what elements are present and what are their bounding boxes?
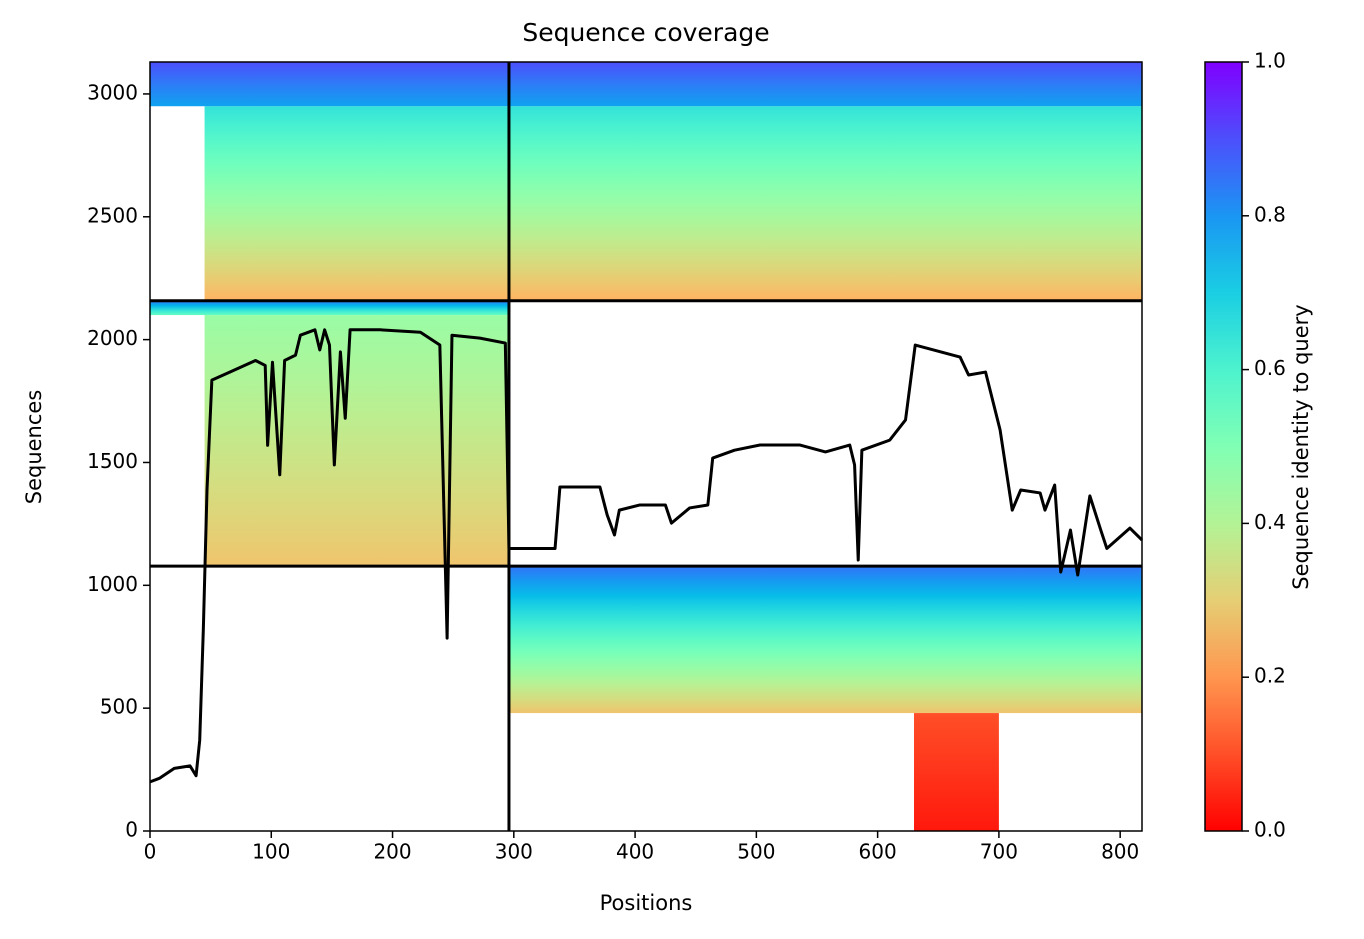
- colorbar-label: Sequence identity to query: [1289, 304, 1313, 589]
- coverage-block: [914, 713, 999, 831]
- y-tick-label: 500: [100, 695, 138, 719]
- coverage-block: [204, 315, 509, 567]
- x-tick-label: 500: [737, 840, 775, 864]
- x-tick-label: 700: [980, 840, 1018, 864]
- x-axis-label: Positions: [600, 891, 693, 915]
- colorbar-tick-label: 0.8: [1254, 202, 1286, 226]
- coverage-block: [508, 106, 1142, 301]
- x-tick-label: 0: [144, 840, 157, 864]
- y-tick-label: 0: [125, 818, 138, 842]
- y-tick-label: 2000: [87, 326, 138, 350]
- coverage-block: [508, 62, 1142, 107]
- colorbar-tick-label: 0.0: [1254, 818, 1286, 842]
- y-tick-label: 1000: [87, 572, 138, 596]
- y-tick-label: 2500: [87, 203, 138, 227]
- coverage-block: [150, 62, 509, 107]
- x-tick-label: 600: [859, 840, 897, 864]
- coverage-block: [204, 106, 509, 301]
- x-tick-label: 800: [1101, 840, 1139, 864]
- y-tick-label: 1500: [87, 449, 138, 473]
- x-tick-label: 400: [616, 840, 654, 864]
- coverage-line: [149, 328, 1144, 784]
- x-tick-label: 100: [252, 840, 290, 864]
- colorbar-tick-label: 0.6: [1254, 356, 1286, 380]
- colorbar-tick-label: 0.2: [1254, 664, 1286, 688]
- y-axis-label: Sequences: [22, 390, 46, 505]
- colorbar-tick-label: 1.0: [1254, 49, 1286, 73]
- x-tick-label: 300: [495, 840, 533, 864]
- coverage-block: [150, 300, 509, 316]
- colorbar: [1204, 61, 1243, 832]
- x-tick-label: 200: [373, 840, 411, 864]
- plot-frame: [149, 61, 1143, 832]
- y-tick-label: 3000: [87, 80, 138, 104]
- colorbar-tick-label: 0.4: [1254, 510, 1286, 534]
- chart-title: Sequence coverage: [522, 18, 769, 47]
- coverage-block: [508, 566, 1142, 714]
